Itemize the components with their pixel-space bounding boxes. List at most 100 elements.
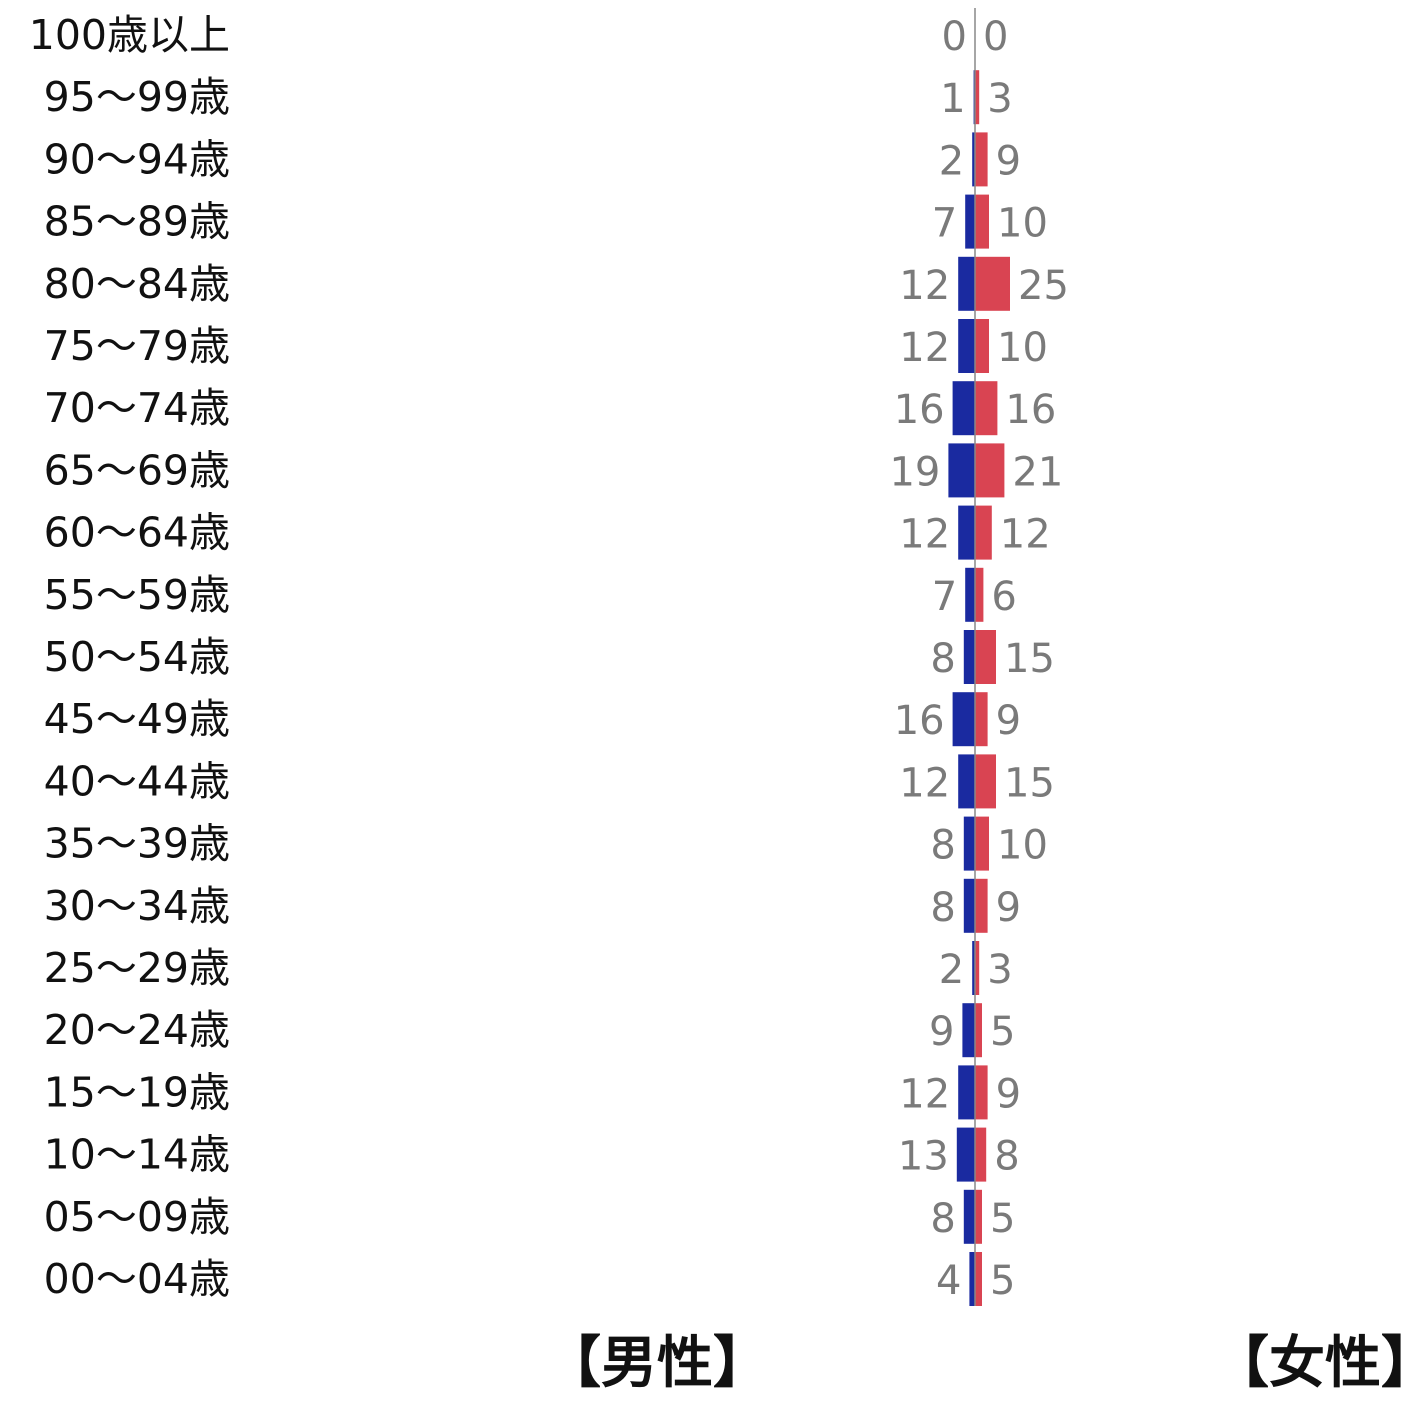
male-value-label: 16 — [894, 387, 945, 433]
age-label: 20〜24歳 — [44, 1006, 230, 1054]
female-value-label: 5 — [990, 1196, 1015, 1242]
male-bar — [972, 941, 975, 995]
age-label: 30〜34歳 — [44, 882, 230, 930]
age-label: 50〜54歳 — [44, 633, 230, 681]
female-value-label: 15 — [1004, 636, 1055, 682]
female-value-label: 6 — [991, 574, 1016, 620]
female-value-label: 10 — [997, 823, 1048, 869]
female-bar — [975, 319, 989, 373]
male-value-label: 19 — [889, 449, 940, 495]
male-bar — [969, 1252, 975, 1306]
age-label: 05〜09歳 — [44, 1193, 230, 1241]
female-value-label: 9 — [996, 698, 1021, 744]
male-bar — [963, 816, 975, 871]
male-bar — [958, 505, 975, 560]
female-value-label: 15 — [1004, 760, 1055, 806]
female-bar — [975, 505, 992, 560]
male-bar — [963, 630, 975, 684]
legend-male: 【男性】 — [545, 1331, 769, 1396]
female-bar — [975, 443, 1005, 498]
male-bar — [956, 1127, 975, 1182]
age-label: 55〜59歳 — [44, 571, 230, 619]
female-bar — [975, 692, 988, 747]
male-value-label: 9 — [929, 1009, 954, 1055]
male-value-label: 1 — [940, 76, 965, 122]
age-label: 35〜39歳 — [44, 820, 230, 868]
age-label: 95〜99歳 — [44, 73, 230, 121]
male-value-label: 0 — [942, 14, 967, 60]
female-bar — [975, 194, 989, 249]
female-bar — [975, 567, 984, 622]
male-value-label: 2 — [939, 947, 964, 993]
male-value-label: 7 — [932, 201, 957, 247]
age-label: 75〜79歳 — [44, 322, 230, 370]
male-bar — [965, 567, 975, 622]
age-label: 10〜14歳 — [44, 1131, 230, 1179]
male-bar — [948, 443, 975, 498]
female-bar — [975, 1003, 982, 1058]
age-label: 85〜89歳 — [44, 198, 230, 246]
female-value-label: 9 — [996, 885, 1021, 931]
male-value-label: 7 — [932, 574, 957, 620]
female-bar — [975, 256, 1010, 311]
age-label: 25〜29歳 — [44, 944, 230, 992]
male-bar — [958, 1065, 975, 1120]
female-value-label: 25 — [1018, 263, 1069, 309]
female-bar — [975, 878, 988, 933]
male-bar — [952, 692, 975, 747]
male-value-label: 8 — [930, 1196, 955, 1242]
female-value-label: 5 — [990, 1258, 1015, 1304]
female-bar — [975, 630, 996, 684]
male-bar — [965, 194, 975, 249]
female-value-label: 21 — [1012, 449, 1063, 495]
male-bar — [972, 132, 975, 187]
female-value-label: 9 — [996, 1071, 1021, 1117]
male-value-label: 13 — [898, 1134, 949, 1180]
female-value-label: 5 — [990, 1009, 1015, 1055]
female-value-label: 16 — [1005, 387, 1056, 433]
female-bar — [975, 1065, 988, 1120]
male-value-label: 16 — [894, 698, 945, 744]
male-value-label: 12 — [899, 325, 950, 371]
male-value-label: 8 — [930, 636, 955, 682]
female-bar — [975, 941, 980, 995]
male-value-label: 12 — [899, 263, 950, 309]
female-bar — [975, 1127, 987, 1182]
female-value-label: 9 — [996, 138, 1021, 184]
male-bar — [958, 256, 975, 311]
female-value-label: 10 — [997, 325, 1048, 371]
age-label: 80〜84歳 — [44, 260, 230, 308]
age-label: 70〜74歳 — [44, 384, 230, 432]
male-value-label: 8 — [930, 823, 955, 869]
age-label: 15〜19歳 — [44, 1068, 230, 1116]
legend-female: 【女性】 — [1213, 1331, 1420, 1396]
female-bar — [975, 816, 989, 871]
age-label: 90〜94歳 — [44, 135, 230, 183]
female-value-label: 3 — [987, 76, 1012, 122]
male-value-label: 12 — [899, 760, 950, 806]
age-label: 00〜04歳 — [44, 1255, 230, 1303]
female-bar — [975, 754, 996, 809]
age-label: 65〜69歳 — [44, 446, 230, 494]
female-value-label: 3 — [987, 947, 1012, 993]
age-label: 60〜64歳 — [44, 509, 230, 557]
age-label: 45〜49歳 — [44, 695, 230, 743]
female-bar — [975, 132, 988, 187]
female-bar — [975, 1189, 982, 1244]
male-value-label: 4 — [936, 1258, 961, 1304]
male-value-label: 8 — [930, 885, 955, 931]
male-bar — [962, 1003, 975, 1058]
male-value-label: 12 — [899, 1071, 950, 1117]
female-bar — [975, 70, 980, 125]
female-value-label: 8 — [994, 1134, 1019, 1180]
male-value-label: 12 — [899, 512, 950, 558]
male-value-label: 2 — [939, 138, 964, 184]
female-value-label: 0 — [983, 14, 1008, 60]
female-value-label: 10 — [997, 201, 1048, 247]
female-bar — [975, 381, 998, 436]
male-bar — [958, 754, 975, 809]
male-bar — [963, 878, 975, 933]
female-value-label: 12 — [1000, 512, 1051, 558]
male-bar — [963, 1189, 975, 1244]
